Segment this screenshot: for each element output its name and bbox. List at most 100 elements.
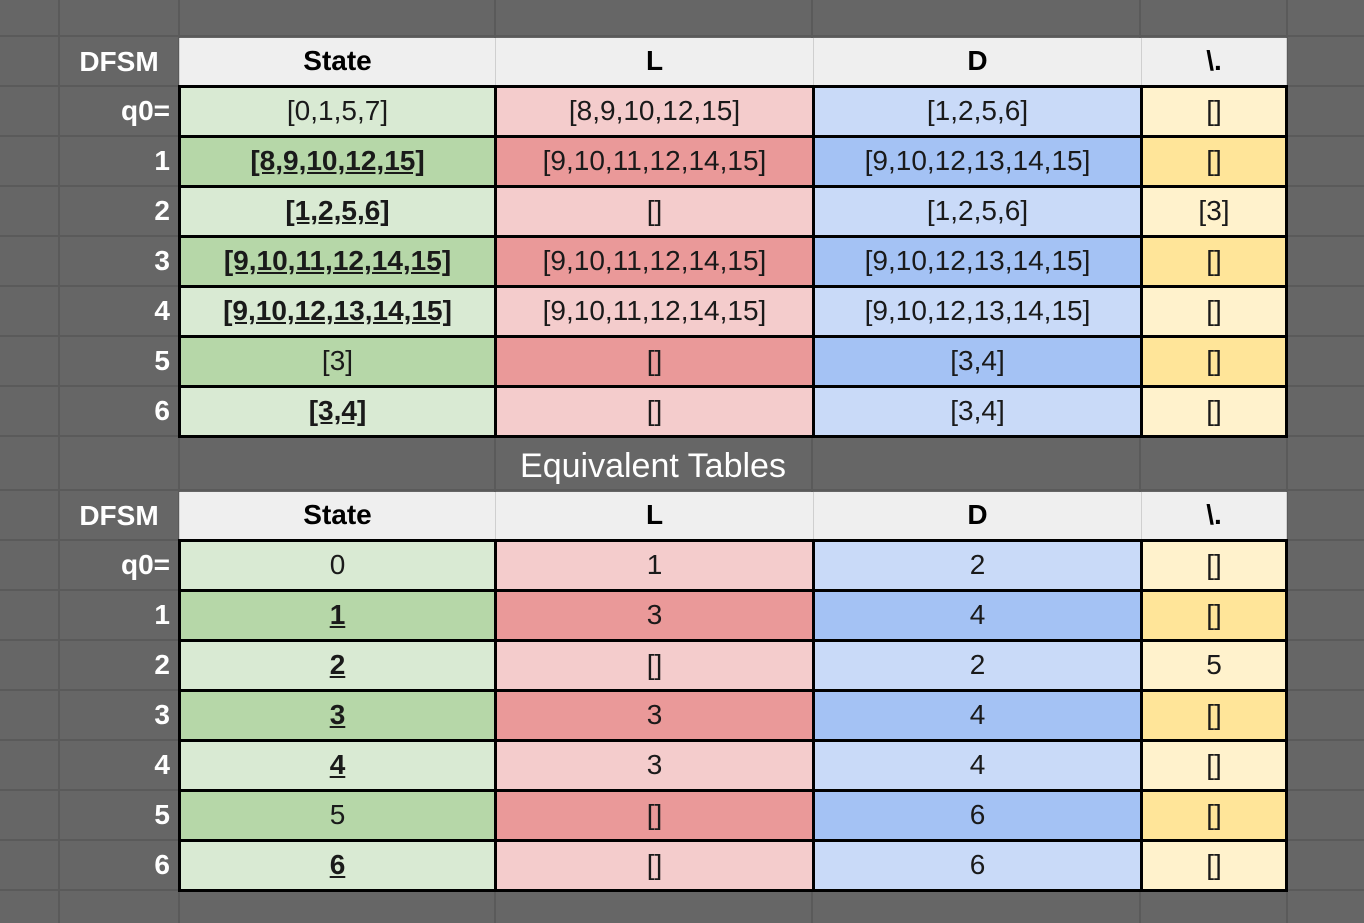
header-state[interactable]: State (179, 38, 496, 86)
dot-cell[interactable]: [] (1140, 788, 1288, 842)
dot-cell[interactable]: [] (1140, 588, 1288, 642)
row-label: 4 (154, 749, 170, 780)
dot-cell[interactable]: [] (1140, 334, 1288, 388)
d-cell[interactable]: [9,10,12,13,14,15] (812, 284, 1143, 338)
header-l[interactable]: L (495, 492, 814, 540)
row-label: 6 (154, 395, 170, 426)
l-cell[interactable]: [] (494, 384, 815, 438)
state-value: [9,10,12,13,14,15] (223, 295, 452, 326)
dfsm-corner-label-2: DFSM (79, 500, 159, 531)
dot-cell[interactable]: 5 (1140, 638, 1288, 692)
header-row: State L D \. (179, 492, 1287, 540)
row-label: 4 (154, 295, 170, 326)
dfsm-table-sets: State L D \. [0,1,5,7] [8,9,10,12,15] [1… (178, 38, 1288, 438)
header-dot[interactable]: \. (1141, 492, 1287, 540)
d-cell[interactable]: [3,4] (812, 384, 1143, 438)
state-value: 1 (329, 599, 346, 630)
state-cell[interactable]: 5 (178, 788, 497, 842)
l-cell[interactable]: 3 (494, 688, 815, 742)
table-row: [3,4] [] [3,4] [] (178, 384, 1288, 438)
dot-cell[interactable]: [] (1140, 84, 1288, 138)
state-value: [8,9,10,12,15] (250, 145, 425, 176)
row-label: q0= (120, 95, 170, 126)
state-value: [9,10,11,12,14,15] (223, 245, 452, 276)
state-cell[interactable]: [8,9,10,12,15] (178, 134, 497, 188)
state-cell[interactable]: 4 (178, 738, 497, 792)
d-cell[interactable]: 6 (812, 838, 1143, 892)
dot-cell[interactable]: [] (1140, 738, 1288, 792)
dot-cell[interactable]: [3] (1140, 184, 1288, 238)
l-cell[interactable]: 3 (494, 738, 815, 792)
dot-cell[interactable]: [] (1140, 838, 1288, 892)
header-row: State L D \. (179, 38, 1287, 86)
row-label: 2 (154, 195, 170, 226)
state-cell[interactable]: [3] (178, 334, 497, 388)
state-cell[interactable]: [0,1,5,7] (178, 84, 497, 138)
state-value: 6 (329, 849, 346, 880)
dot-cell[interactable]: [] (1140, 538, 1288, 592)
row-label: 2 (154, 649, 170, 680)
state-cell[interactable]: 0 (178, 538, 497, 592)
table-row: 6 [] 6 [] (178, 838, 1288, 892)
d-cell[interactable]: [9,10,12,13,14,15] (812, 134, 1143, 188)
row-label: 6 (154, 849, 170, 880)
state-cell[interactable]: [3,4] (178, 384, 497, 438)
l-cell[interactable]: [] (494, 788, 815, 842)
l-cell[interactable]: [] (494, 638, 815, 692)
state-value: 4 (329, 749, 346, 780)
l-cell[interactable]: [9,10,11,12,14,15] (494, 284, 815, 338)
row-label: 5 (154, 799, 170, 830)
dot-cell[interactable]: [] (1140, 234, 1288, 288)
row-label: 1 (154, 599, 170, 630)
d-cell[interactable]: [3,4] (812, 334, 1143, 388)
state-value: [3,4] (308, 395, 367, 426)
d-cell[interactable]: 6 (812, 788, 1143, 842)
state-cell[interactable]: 6 (178, 838, 497, 892)
state-value: 2 (329, 649, 346, 680)
table-row: [3] [] [3,4] [] (178, 334, 1288, 388)
d-cell[interactable]: 4 (812, 688, 1143, 742)
dot-cell[interactable]: [] (1140, 384, 1288, 438)
table-row: [9,10,12,13,14,15] [9,10,11,12,14,15] [9… (178, 284, 1288, 338)
l-cell[interactable]: [] (494, 334, 815, 388)
dot-cell[interactable]: [] (1140, 134, 1288, 188)
l-cell[interactable]: [9,10,11,12,14,15] (494, 134, 815, 188)
table-row: 3 3 4 [] (178, 688, 1288, 742)
table-row: 1 3 4 [] (178, 588, 1288, 642)
state-cell[interactable]: [9,10,12,13,14,15] (178, 284, 497, 338)
l-cell[interactable]: [] (494, 838, 815, 892)
d-cell[interactable]: 4 (812, 588, 1143, 642)
row-label: q0= (120, 549, 170, 580)
state-value: [1,2,5,6] (285, 195, 390, 226)
d-cell[interactable]: [1,2,5,6] (812, 184, 1143, 238)
l-cell[interactable]: [] (494, 184, 815, 238)
table-row: 5 [] 6 [] (178, 788, 1288, 842)
l-cell[interactable]: [8,9,10,12,15] (494, 84, 815, 138)
l-cell[interactable]: 3 (494, 588, 815, 642)
state-cell[interactable]: [9,10,11,12,14,15] (178, 234, 497, 288)
header-state[interactable]: State (179, 492, 496, 540)
state-cell[interactable]: 3 (178, 688, 497, 742)
header-l[interactable]: L (495, 38, 814, 86)
l-cell[interactable]: 1 (494, 538, 815, 592)
l-cell[interactable]: [9,10,11,12,14,15] (494, 234, 815, 288)
d-cell[interactable]: [1,2,5,6] (812, 84, 1143, 138)
table-row: [0,1,5,7] [8,9,10,12,15] [1,2,5,6] [] (178, 84, 1288, 138)
header-d[interactable]: D (813, 38, 1142, 86)
table-row: [9,10,11,12,14,15] [9,10,11,12,14,15] [9… (178, 234, 1288, 288)
dot-cell[interactable]: [] (1140, 688, 1288, 742)
d-cell[interactable]: 2 (812, 538, 1143, 592)
header-dot[interactable]: \. (1141, 38, 1287, 86)
dot-cell[interactable]: [] (1140, 284, 1288, 338)
header-d[interactable]: D (813, 492, 1142, 540)
d-cell[interactable]: [9,10,12,13,14,15] (812, 234, 1143, 288)
state-cell[interactable]: [1,2,5,6] (178, 184, 497, 238)
d-cell[interactable]: 4 (812, 738, 1143, 792)
table-row: [8,9,10,12,15] [9,10,11,12,14,15] [9,10,… (178, 134, 1288, 188)
row-label: 1 (154, 145, 170, 176)
state-cell[interactable]: 1 (178, 588, 497, 642)
state-value: 3 (329, 699, 346, 730)
d-cell[interactable]: 2 (812, 638, 1143, 692)
row-label: 5 (154, 345, 170, 376)
state-cell[interactable]: 2 (178, 638, 497, 692)
